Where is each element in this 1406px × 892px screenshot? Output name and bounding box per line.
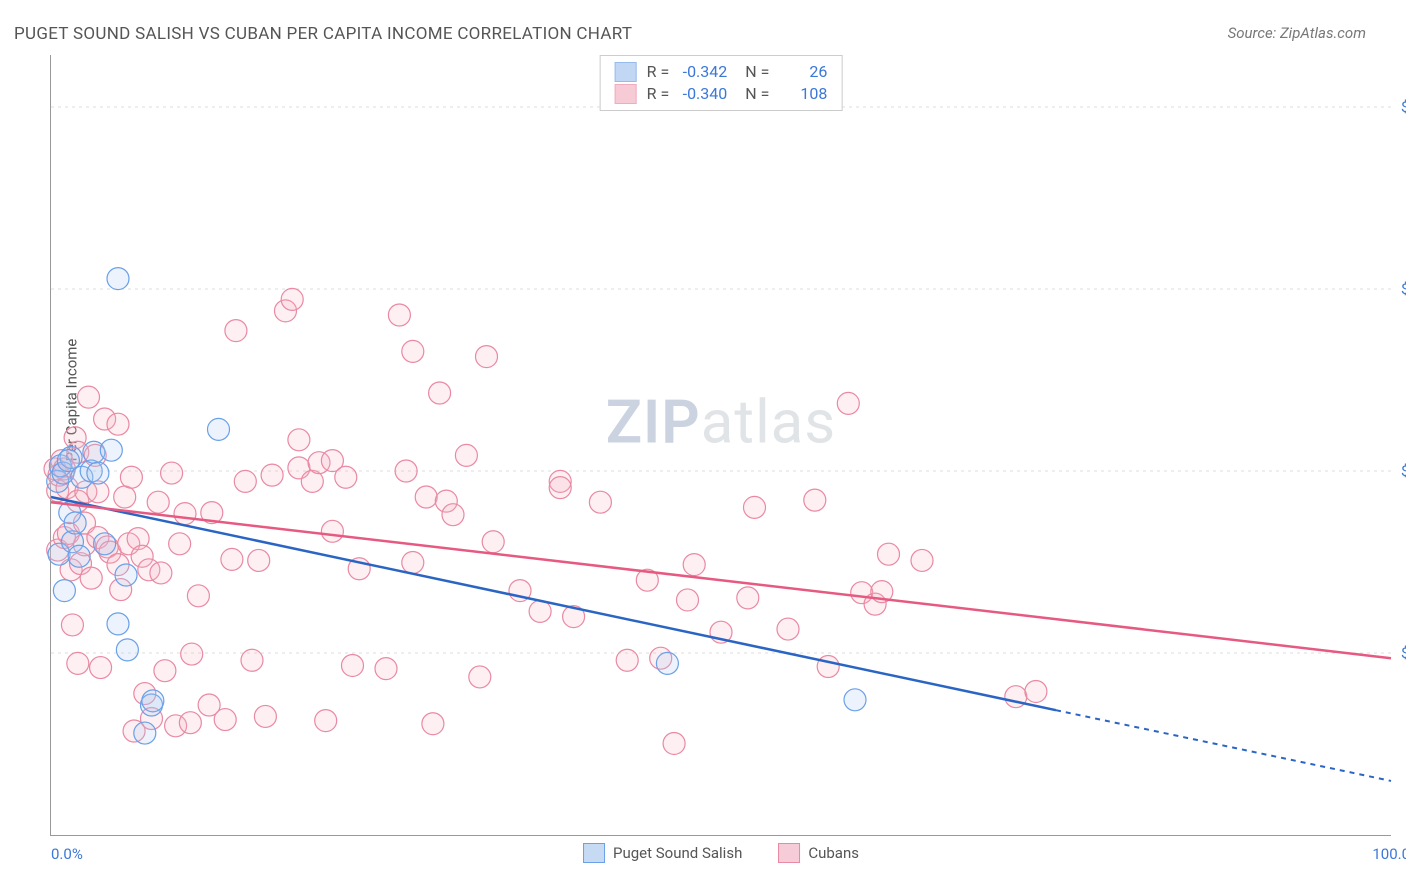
n-label: N = bbox=[737, 83, 769, 105]
r-value-cubans: -0.340 bbox=[679, 83, 727, 105]
x-tick-min: 0.0% bbox=[51, 845, 83, 863]
r-value-salish: -0.342 bbox=[679, 61, 727, 83]
n-label: N = bbox=[737, 61, 769, 83]
y-tick-label: $45,000 bbox=[1401, 462, 1406, 480]
plot-area: ZIPatlas R = -0.342 N = 26 R = -0.340 N … bbox=[50, 55, 1391, 836]
x-tick-max: 100.0% bbox=[1372, 845, 1406, 863]
stats-row-salish: R = -0.342 N = 26 bbox=[615, 61, 828, 83]
legend-swatch-cubans bbox=[778, 843, 800, 863]
legend-label-salish: Puget Sound Salish bbox=[613, 844, 742, 862]
bottom-legend: Puget Sound Salish Cubans bbox=[583, 843, 859, 863]
legend-item-cubans: Cubans bbox=[778, 843, 859, 863]
n-value-salish: 26 bbox=[779, 61, 827, 83]
stats-row-cubans: R = -0.340 N = 108 bbox=[615, 83, 828, 105]
stats-legend-box: R = -0.342 N = 26 R = -0.340 N = 108 bbox=[600, 55, 843, 111]
r-label: R = bbox=[647, 83, 670, 105]
legend-label-cubans: Cubans bbox=[808, 844, 859, 862]
source-attribution: Source: ZipAtlas.com bbox=[1228, 24, 1366, 42]
n-value-cubans: 108 bbox=[779, 83, 827, 105]
y-tick-label: $80,000 bbox=[1401, 98, 1406, 116]
legend-swatch-salish bbox=[583, 843, 605, 863]
chart-svg bbox=[51, 55, 1391, 835]
y-tick-label: $27,500 bbox=[1401, 644, 1406, 662]
swatch-cubans bbox=[615, 84, 637, 104]
swatch-salish bbox=[615, 62, 637, 82]
chart-title: PUGET SOUND SALISH VS CUBAN PER CAPITA I… bbox=[14, 24, 632, 44]
y-tick-label: $62,500 bbox=[1401, 280, 1406, 298]
legend-item-salish: Puget Sound Salish bbox=[583, 843, 742, 863]
r-label: R = bbox=[647, 61, 670, 83]
